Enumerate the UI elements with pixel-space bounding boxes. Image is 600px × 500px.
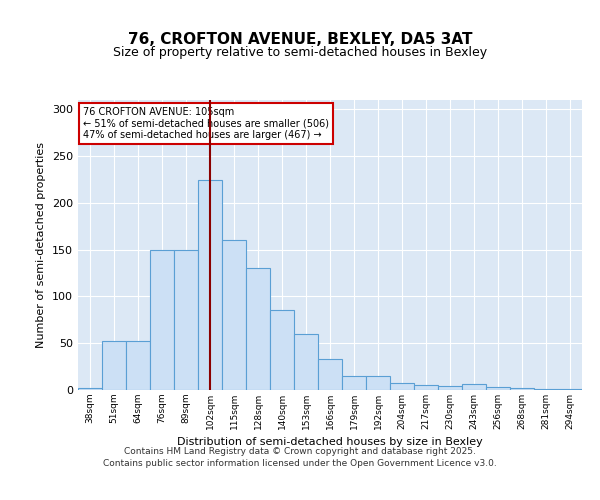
Bar: [270, 310, 294, 390]
Bar: [486, 387, 510, 390]
Bar: [126, 342, 150, 390]
Bar: [414, 386, 438, 390]
Bar: [438, 386, 462, 390]
Text: Contains HM Land Registry data © Crown copyright and database right 2025.: Contains HM Land Registry data © Crown c…: [124, 448, 476, 456]
Bar: [510, 388, 534, 390]
Bar: [366, 376, 390, 390]
Y-axis label: Number of semi-detached properties: Number of semi-detached properties: [37, 142, 46, 348]
Bar: [390, 382, 414, 390]
Bar: [342, 376, 366, 390]
Bar: [78, 388, 102, 390]
Bar: [174, 250, 198, 390]
Bar: [222, 240, 246, 390]
Bar: [318, 359, 342, 390]
Bar: [198, 180, 222, 390]
Bar: [462, 384, 486, 390]
Bar: [150, 250, 174, 390]
X-axis label: Distribution of semi-detached houses by size in Bexley: Distribution of semi-detached houses by …: [177, 438, 483, 448]
Bar: [102, 342, 126, 390]
Text: Contains public sector information licensed under the Open Government Licence v3: Contains public sector information licen…: [103, 459, 497, 468]
Bar: [558, 389, 582, 390]
Bar: [534, 389, 558, 390]
Bar: [294, 334, 318, 390]
Bar: [246, 268, 270, 390]
Text: Size of property relative to semi-detached houses in Bexley: Size of property relative to semi-detach…: [113, 46, 487, 59]
Text: 76 CROFTON AVENUE: 105sqm
← 51% of semi-detached houses are smaller (506)
47% of: 76 CROFTON AVENUE: 105sqm ← 51% of semi-…: [83, 108, 329, 140]
Text: 76, CROFTON AVENUE, BEXLEY, DA5 3AT: 76, CROFTON AVENUE, BEXLEY, DA5 3AT: [128, 32, 472, 48]
